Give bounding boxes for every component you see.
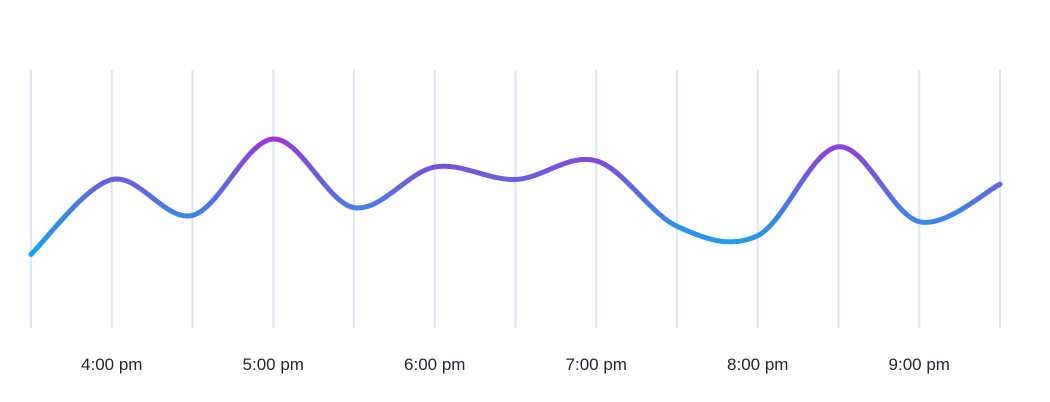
series [28,136,1003,257]
x-axis-ticks: 4:00 pm 5:00 pm 6:00 pm 7:00 pm 8:00 pm 9:00 … [81,355,950,374]
x-tick-label: 8:00 pm [727,355,788,374]
x-tick-label: 6:00 pm [404,355,465,374]
series-line [28,136,1003,257]
x-tick-label: 7:00 pm [566,355,627,374]
x-tick-label: 5:00 pm [243,355,304,374]
gridlines [30,70,1001,328]
x-tick-label: 9:00 pm [889,355,950,374]
x-tick-label: 4:00 pm [81,355,142,374]
